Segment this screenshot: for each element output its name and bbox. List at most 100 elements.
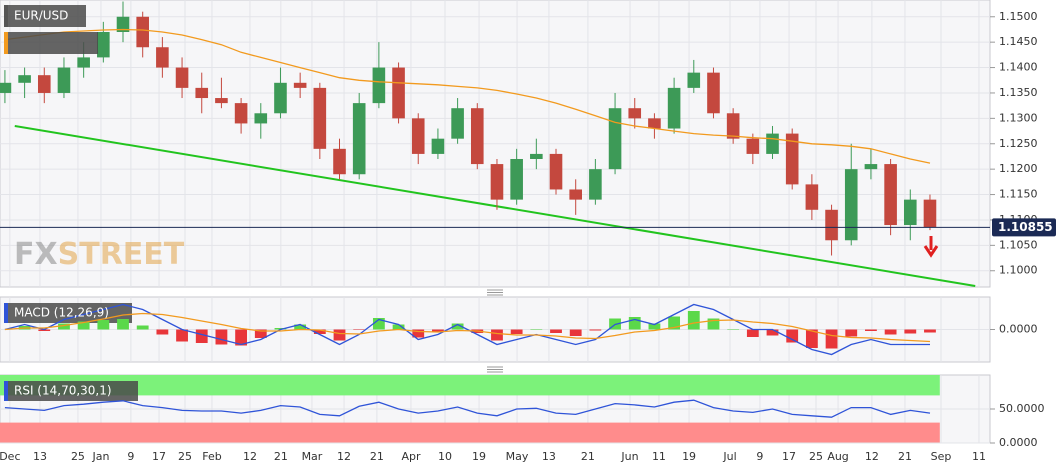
macd-histogram-bar [766,329,779,336]
y-tick-label: 1.1500 [999,10,1038,23]
candle-body [215,98,228,104]
rsi-band [0,375,940,396]
panel-title: MACD (12,26,9) [14,306,109,320]
macd-histogram-bar [569,329,582,336]
macd-histogram-bar [353,329,366,330]
resize-handle[interactable] [487,289,503,296]
candle-body [254,113,268,124]
x-tick-label: Sep [931,450,952,463]
x-tick-label: 17 [782,450,796,463]
candle-body [234,103,248,124]
x-tick-label: 12 [243,450,257,463]
x-tick-label: 21 [581,450,595,463]
y-tick-label: 1.1050 [999,238,1038,251]
macd-histogram-bar [274,328,287,330]
macd-histogram-bar [510,329,523,334]
x-tick-label: 13 [33,450,47,463]
candle-body [707,72,720,114]
macd-histogram-bar [845,329,858,337]
candle-body [57,67,71,93]
candle-body [923,199,937,228]
macd-histogram-bar [432,329,444,332]
candle-body [628,108,642,119]
watermark: FXSTREET [14,237,185,272]
candle-body [726,113,740,139]
macd-histogram-bar [786,329,799,343]
candle-body [293,82,307,88]
macd-histogram-bar [313,329,326,334]
candle-body [411,118,425,154]
rsi-line [4,399,931,418]
macd-histogram-bar [628,317,641,330]
macd-histogram-bar [530,329,543,330]
macd-histogram-bar [97,320,110,330]
candle-body [392,67,405,119]
y-tick-label: 1.1450 [999,35,1038,48]
candle-body [648,118,661,129]
macd-histogram-bar [884,329,897,335]
resize-handle[interactable] [487,366,503,373]
x-tick-label: Dec [0,450,20,463]
candle-body [175,67,189,88]
x-tick-label: 9 [127,450,134,463]
macd-histogram-bar [372,318,385,330]
candle-body [510,158,523,200]
macd-histogram-bar [156,329,169,335]
candle-body [608,108,622,170]
x-tick-label: 21 [274,450,288,463]
rsi-band [0,422,940,443]
x-tick-label: 25 [809,450,823,463]
x-tick-label: 11 [652,450,666,463]
candle-body [530,153,543,159]
sma-line [4,28,931,164]
macd-histogram-bar [117,319,129,330]
y-tick-label: 1.1200 [999,162,1038,175]
macd-histogram-bar [136,325,149,330]
x-tick-label: 12 [865,450,879,463]
x-tick-label: 25 [178,450,192,463]
x-tick-label: 9 [756,450,763,463]
candle-body [18,75,31,83]
candle-body [431,138,445,154]
macd-line [4,303,930,356]
y-tick-label: 1.1400 [999,61,1038,74]
legend-box [4,381,138,401]
candle-body [195,87,209,99]
macd-histogram-bar [589,329,602,331]
macd-histogram-bar [491,329,503,341]
x-tick-label: Mar [302,450,323,463]
y-tick-label: 1.1350 [999,86,1038,99]
signal-line [4,312,931,343]
candle-body [746,138,760,154]
candle-body [116,16,130,33]
candle-body [490,164,504,200]
candle-body [569,189,582,200]
y-tick-label: 1.1250 [999,137,1038,150]
x-tick-label: 12 [337,450,351,463]
macd-histogram-bar [392,324,405,330]
candle-body [805,184,819,210]
y-tick-label: 0.0000 [999,323,1038,336]
x-tick-label: 21 [370,450,384,463]
macd-histogram-bar [38,329,51,331]
macd-histogram-bar [687,311,700,330]
macd-histogram-bar [727,329,740,330]
x-tick-label: 17 [152,450,166,463]
macd-histogram-bar [825,329,838,349]
last-price-box [992,218,1056,237]
legend-swatch [4,32,8,54]
x-tick-label: Jul [722,450,736,463]
candle-body [825,209,838,241]
candle-body [97,32,110,58]
y-tick-label: 1.1300 [999,111,1038,124]
y-tick-label: 1.1000 [999,264,1038,277]
macd-histogram-bar [924,329,936,333]
candle-body [766,133,779,154]
candle-body [333,148,346,175]
candle-body [313,87,327,149]
macd-histogram-bar [707,318,720,330]
macd-histogram-bar [235,329,248,346]
candle-body [37,75,51,93]
candle-body [687,72,701,88]
legend-swatch [4,381,8,401]
